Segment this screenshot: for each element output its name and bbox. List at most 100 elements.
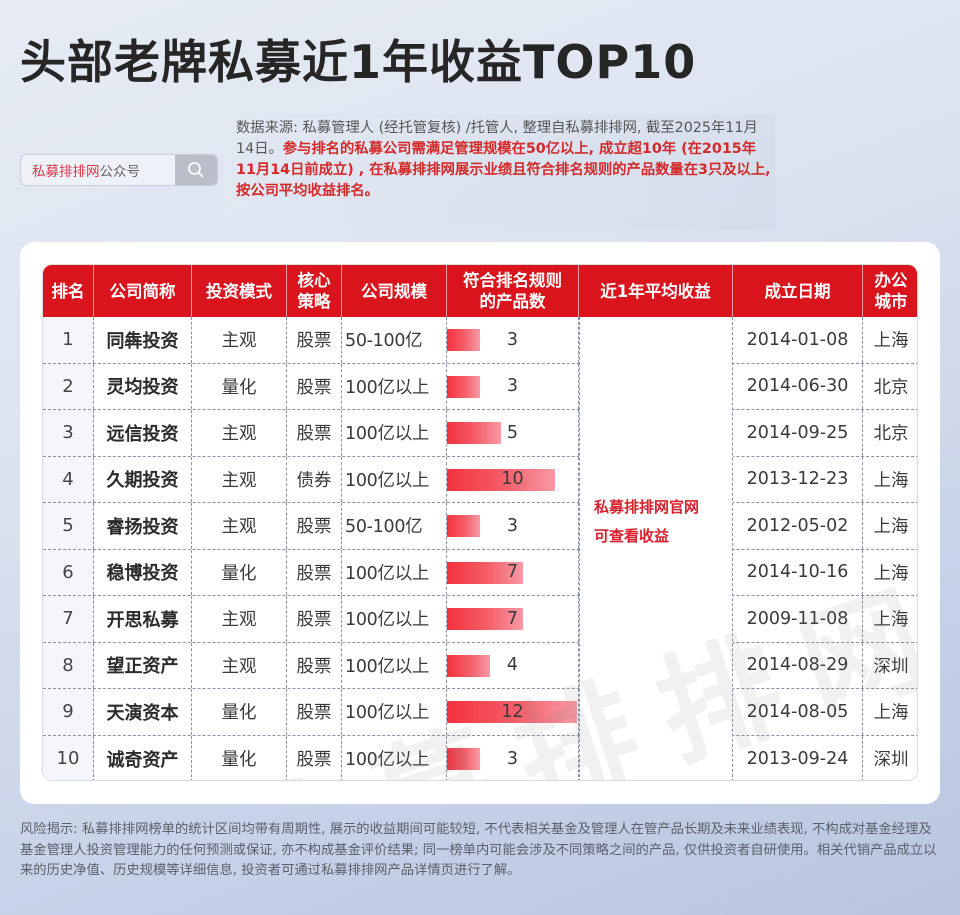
rank-cell: 3 xyxy=(43,410,94,456)
founded-date-cell: 2009-11-08 xyxy=(733,596,863,642)
size-cell: 50-100亿 xyxy=(342,503,447,549)
search-icon xyxy=(188,162,204,178)
size-cell: 50-100亿 xyxy=(342,317,447,363)
table-row: 3 远信投资 主观 股票 100亿以上 5 2014-09-25 北京 xyxy=(43,410,917,457)
product-count-value: 4 xyxy=(506,655,519,676)
table-row: 9 天演资本 量化 股票 100亿以上 12 2014-08-05 上海 xyxy=(43,689,917,736)
product-count-bar xyxy=(447,747,480,770)
search-button[interactable] xyxy=(175,155,217,185)
search-text[interactable]: 私募排排网 公众号 xyxy=(21,155,175,185)
size-cell: 100亿以上 xyxy=(342,642,447,688)
mode-cell: 量化 xyxy=(192,363,287,409)
company-name-cell: 睿扬投资 xyxy=(94,503,192,549)
mode-cell: 主观 xyxy=(192,503,287,549)
strategy-cell: 债券 xyxy=(287,456,342,502)
size-cell: 100亿以上 xyxy=(342,410,447,456)
header-strategy-line1: 核心 xyxy=(297,271,331,290)
table-header: 排名 公司简称 投资模式 核心 策略 公司规模 符合排名规则 的产品数 近1年平… xyxy=(43,265,917,317)
product-count-value: 12 xyxy=(501,701,524,722)
product-count-bar xyxy=(447,561,523,584)
city-cell: 上海 xyxy=(873,610,909,631)
founded-date-cell: 2013-12-23 xyxy=(733,456,863,502)
ranking-card: 排名 公司简称 投资模式 核心 策略 公司规模 符合排名规则 的产品数 近1年平… xyxy=(20,242,940,804)
mode-cell: 主观 xyxy=(192,410,287,456)
mode-cell: 主观 xyxy=(192,596,287,642)
product-count-value: 3 xyxy=(506,515,519,536)
product-count-cell: 7 xyxy=(447,596,579,642)
product-count-value: 3 xyxy=(506,748,519,769)
city-cell: 北京 xyxy=(873,424,909,445)
header-company: 公司简称 xyxy=(94,265,192,317)
product-count-bar xyxy=(447,329,480,351)
city-cell: 上海 xyxy=(873,331,909,352)
return-column-merged: 私募排排网官网 可查看收益 xyxy=(579,317,733,780)
product-count-bar xyxy=(447,375,480,398)
page-title: 头部老牌私募近1年收益TOP10 xyxy=(20,35,697,89)
header-count-line1: 符合排名规则 xyxy=(463,271,562,290)
product-count-cell: 3 xyxy=(447,363,579,409)
strategy-cell: 股票 xyxy=(287,735,342,780)
search-box[interactable]: 私募排排网 公众号 xyxy=(20,154,218,186)
founded-date-cell: 2014-09-25 xyxy=(733,410,863,456)
product-count-bar xyxy=(447,515,480,537)
table-row: 1 同犇投资 主观 股票 50-100亿 3 2014-01-08 上海 xyxy=(43,317,917,364)
city-cell: 上海 xyxy=(873,470,909,491)
risk-disclosure: 风险揭示: 私募排排网榜单的统计区间均带有周期性, 展示的收益期间可能较短, 不… xyxy=(20,822,937,878)
mode-cell: 主观 xyxy=(192,456,287,502)
ranking-table: 排名 公司简称 投资模式 核心 策略 公司规模 符合排名规则 的产品数 近1年平… xyxy=(42,264,918,781)
header-return: 近1年平均收益 xyxy=(579,265,733,317)
header-date: 成立日期 xyxy=(733,265,863,317)
founded-date-cell: 2014-06-30 xyxy=(733,363,863,409)
rank-cell: 4 xyxy=(43,456,94,502)
product-count-bar xyxy=(447,654,491,677)
table-row: 5 睿扬投资 主观 股票 50-100亿 3 2012-05-02 上海 xyxy=(43,503,917,550)
city-cell: 深圳 xyxy=(873,656,909,677)
founded-date-cell: 2013-09-24 xyxy=(733,735,863,780)
product-count-cell: 4 xyxy=(447,642,579,688)
header-rank: 排名 xyxy=(43,265,94,317)
founded-date-cell: 2014-10-16 xyxy=(733,549,863,595)
company-name-cell: 远信投资 xyxy=(94,410,192,456)
city-cell: 上海 xyxy=(873,703,909,724)
mode-cell: 主观 xyxy=(192,642,287,688)
company-name-cell: 稳博投资 xyxy=(94,549,192,595)
header-count-line2: 的产品数 xyxy=(479,292,546,311)
header-strategy: 核心 策略 xyxy=(287,265,342,317)
company-name-cell: 望正资产 xyxy=(94,642,192,688)
company-name-cell: 天演资本 xyxy=(94,689,192,735)
table-row: 8 望正资产 主观 股票 100亿以上 4 2014-08-29 深圳 xyxy=(43,642,917,689)
product-count-cell: 3 xyxy=(447,503,579,549)
size-cell: 100亿以上 xyxy=(342,363,447,409)
product-count-cell: 12 xyxy=(447,689,579,735)
company-name-cell: 久期投资 xyxy=(94,456,192,502)
company-name-cell: 灵均投资 xyxy=(94,363,192,409)
header-city: 办公 城市 xyxy=(863,265,917,317)
header-size: 公司规模 xyxy=(342,265,447,317)
header-strategy-line2: 策略 xyxy=(297,292,331,311)
size-cell: 100亿以上 xyxy=(342,596,447,642)
rank-cell: 5 xyxy=(43,503,94,549)
strategy-cell: 股票 xyxy=(287,689,342,735)
header-count: 符合排名规则 的产品数 xyxy=(447,265,579,317)
table-row: 4 久期投资 主观 债券 100亿以上 10 2013-12-23 上海 xyxy=(43,456,917,503)
city-cell: 上海 xyxy=(873,517,909,538)
founded-date-cell: 2014-01-08 xyxy=(733,317,863,363)
product-count-value: 7 xyxy=(506,562,519,583)
product-count-cell: 10 xyxy=(447,456,579,502)
rank-cell: 10 xyxy=(43,735,94,780)
rank-cell: 6 xyxy=(43,549,94,595)
table-row: 2 灵均投资 量化 股票 100亿以上 3 2014-06-30 北京 xyxy=(43,363,917,410)
founded-date-cell: 2014-08-05 xyxy=(733,689,863,735)
company-name-cell: 诚奇资产 xyxy=(94,735,192,780)
product-count-value: 10 xyxy=(501,469,524,490)
product-count-value: 3 xyxy=(506,376,519,397)
city-cell: 深圳 xyxy=(873,750,909,771)
product-count-bar xyxy=(447,701,577,723)
product-count-cell: 3 xyxy=(447,735,579,780)
return-note: 私募排排网官网 可查看收益 xyxy=(594,493,699,551)
product-count-value: 7 xyxy=(506,608,519,629)
product-count-bar xyxy=(447,422,502,444)
rank-cell: 8 xyxy=(43,642,94,688)
strategy-cell: 股票 xyxy=(287,642,342,688)
search-brand: 私募排排网 xyxy=(32,164,100,180)
